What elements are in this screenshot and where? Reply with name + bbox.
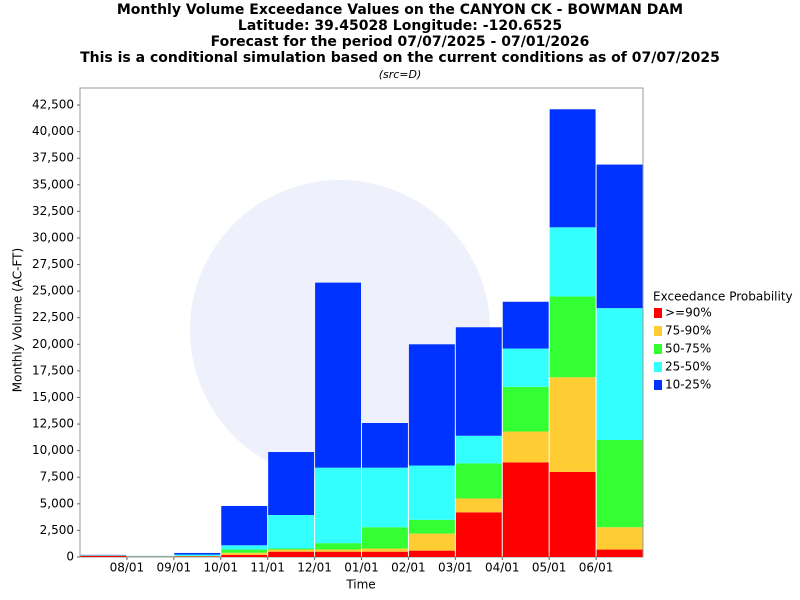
- bar-segment: [455, 435, 502, 464]
- legend-swatch: [654, 362, 662, 372]
- y-tick-label: 20,000: [32, 337, 74, 351]
- bar-segment: [174, 554, 221, 556]
- bar-segment: [221, 554, 268, 557]
- y-tick-label: 22,500: [32, 310, 74, 324]
- y-tick-label: 32,500: [32, 204, 74, 218]
- bar-segment: [362, 548, 408, 552]
- y-tick-label: 10,000: [32, 443, 74, 457]
- chart-subtitle: Forecast for the period 07/07/2025 - 07/…: [211, 34, 590, 50]
- x-tick-label: 11/01: [250, 561, 285, 575]
- legend-label: 10-25%: [665, 378, 711, 392]
- bar-segment: [408, 550, 455, 557]
- y-tick-label: 0: [66, 550, 74, 564]
- chart-subtitle: This is a conditional simulation based o…: [80, 50, 720, 66]
- x-tick-label: 12/01: [297, 561, 332, 575]
- bar-segment: [549, 109, 596, 228]
- bar-segment: [596, 308, 643, 441]
- bar-segment: [268, 549, 315, 552]
- bar-segment: [549, 296, 596, 378]
- x-tick-label: 09/01: [157, 561, 192, 575]
- legend-label: 75-90%: [665, 324, 711, 338]
- y-tick-label: 12,500: [32, 417, 74, 431]
- bar-segment: [221, 505, 268, 546]
- legend-title: Exceedance Probability: [653, 290, 793, 304]
- bar-segment: [408, 465, 455, 520]
- bar-segment: [268, 452, 315, 515]
- bar-segment: [362, 527, 408, 549]
- x-tick-label: 03/01: [438, 561, 473, 575]
- bar-segment: [408, 344, 455, 466]
- bar-segment: [455, 327, 502, 436]
- bar-segment: [502, 301, 549, 349]
- legend-label: >=90%: [665, 306, 712, 320]
- chart-subtitle: Latitude: 39.45028 Longitude: -120.6525: [238, 18, 562, 34]
- bar-segment: [362, 551, 408, 557]
- y-tick-label: 30,000: [32, 230, 74, 244]
- bar-segment: [502, 348, 549, 387]
- bar-segment: [80, 555, 127, 557]
- bar-segment: [315, 549, 361, 552]
- x-tick-label: 04/01: [485, 561, 520, 575]
- bar-segment: [362, 423, 408, 468]
- bar-segment: [596, 164, 643, 309]
- bar-segment: [502, 386, 549, 432]
- bar-segment: [221, 545, 268, 550]
- bar-segment: [268, 551, 315, 557]
- x-tick-label: 06/01: [579, 561, 614, 575]
- bar-segment: [315, 467, 361, 544]
- y-tick-label: 7,500: [40, 470, 74, 484]
- chart-title: Monthly Volume Exceedance Values on the …: [117, 2, 683, 18]
- bar-segment: [502, 431, 549, 463]
- bar-segment: [596, 549, 643, 557]
- y-tick-label: 5,000: [40, 496, 74, 510]
- y-tick-label: 42,500: [32, 98, 74, 112]
- bar-segment: [408, 533, 455, 551]
- x-tick-label: 05/01: [532, 561, 567, 575]
- bar-segment: [268, 548, 315, 550]
- bar-segment: [455, 512, 502, 557]
- x-axis-label: Time: [345, 578, 375, 592]
- bar-segment: [221, 552, 268, 555]
- y-tick-label: 35,000: [32, 177, 74, 191]
- bar-segment: [502, 462, 549, 557]
- y-axis-label: Monthly Volume (AC-FT): [11, 248, 25, 392]
- legend-label: 25-50%: [665, 360, 711, 374]
- y-tick-label: 17,500: [32, 363, 74, 377]
- y-tick-label: 40,000: [32, 124, 74, 138]
- y-tick-label: 27,500: [32, 257, 74, 271]
- legend-label: 50-75%: [665, 342, 711, 356]
- bar-segment: [174, 552, 221, 555]
- bar-segment: [596, 527, 643, 550]
- bar-segment: [174, 556, 221, 557]
- bar-segment: [315, 551, 361, 557]
- bar-segment: [362, 467, 408, 528]
- bar-segment: [221, 549, 268, 553]
- bar-segment: [268, 514, 315, 549]
- bar-segment: [549, 377, 596, 472]
- legend-swatch: [654, 380, 662, 390]
- bar-segment: [315, 282, 361, 468]
- y-tick-label: 25,000: [32, 284, 74, 298]
- y-tick-label: 2,500: [40, 523, 74, 537]
- bar-segment: [549, 471, 596, 557]
- bar-segment: [549, 227, 596, 297]
- bar-segment: [408, 519, 455, 534]
- x-tick-label: 02/01: [391, 561, 426, 575]
- y-tick-label: 15,000: [32, 390, 74, 404]
- x-tick-label: 08/01: [110, 561, 145, 575]
- source: (src=D): [379, 68, 422, 81]
- x-tick-label: 10/01: [203, 561, 238, 575]
- bar-segment: [455, 498, 502, 513]
- y-tick-label: 37,500: [32, 151, 74, 165]
- legend-swatch: [654, 326, 662, 336]
- legend-swatch: [654, 344, 662, 354]
- bar-segment: [455, 463, 502, 499]
- bar-segment: [315, 543, 361, 550]
- bar-segment: [596, 440, 643, 528]
- x-tick-label: 01/01: [344, 561, 379, 575]
- legend-swatch: [654, 308, 662, 318]
